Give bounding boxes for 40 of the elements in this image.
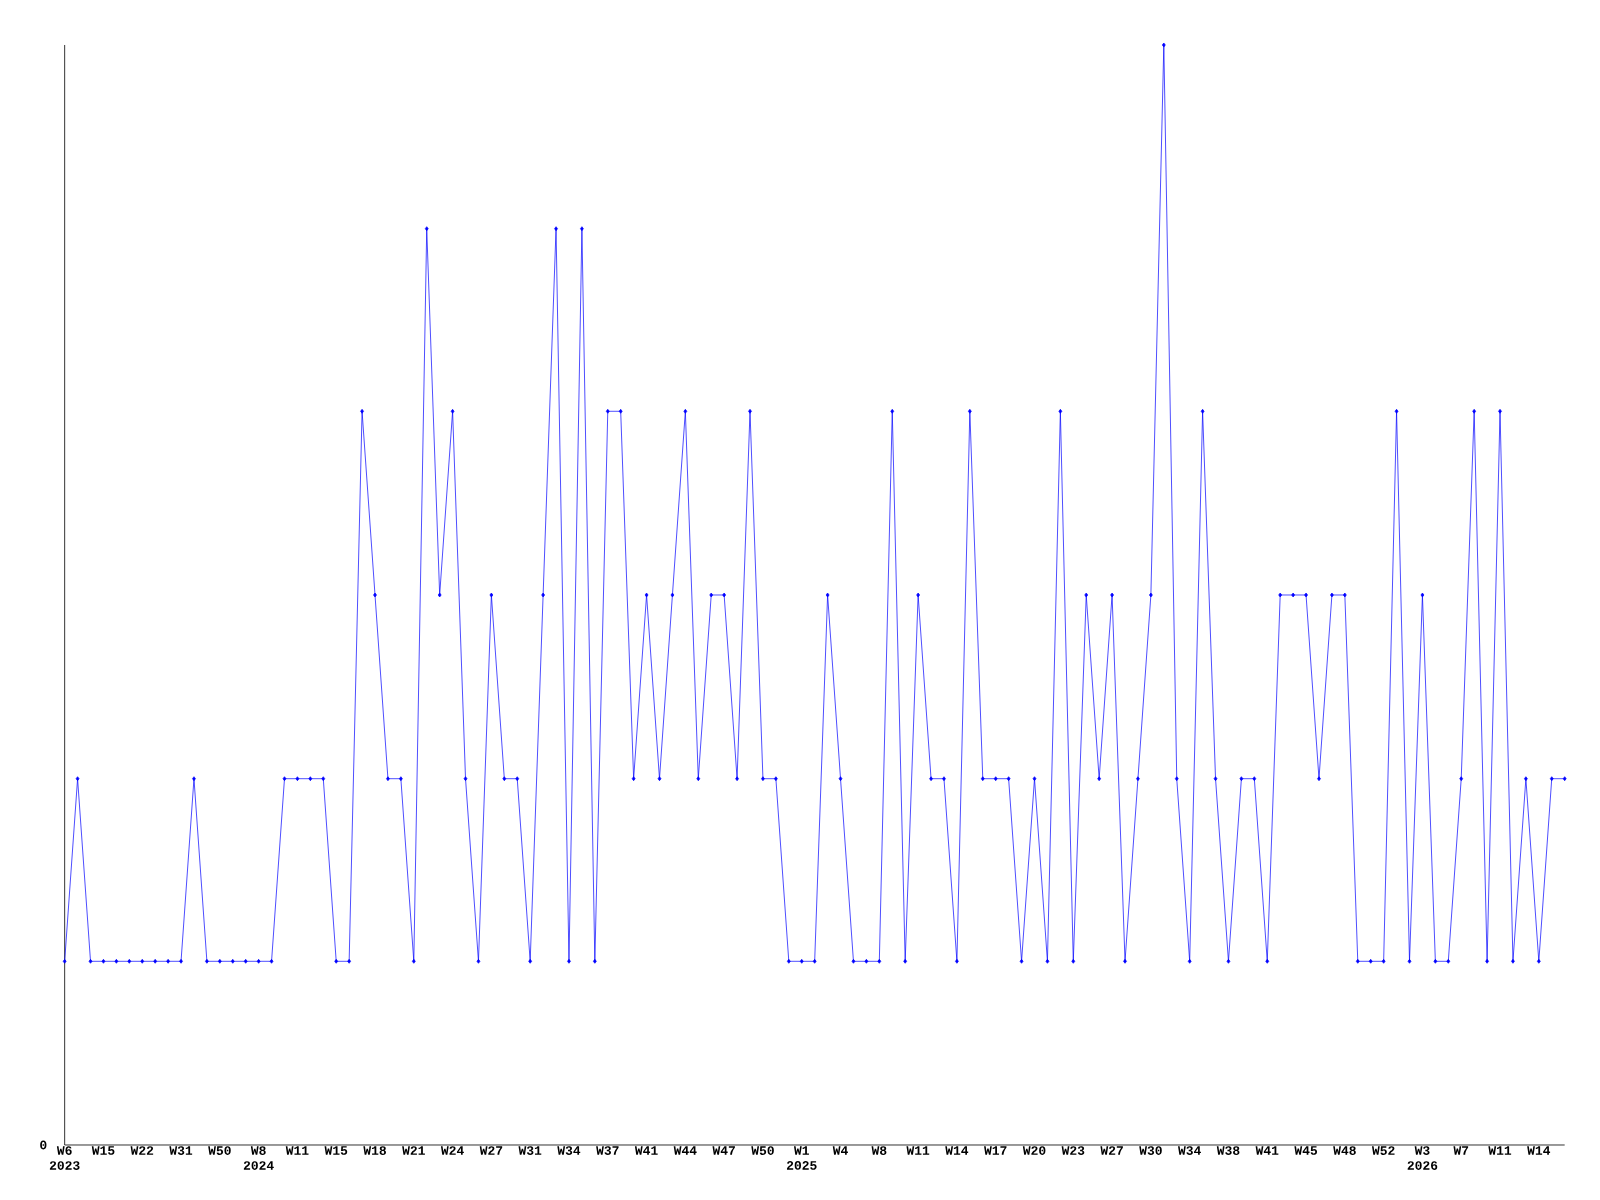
x-tick-label: W24 [440,1146,464,1155]
x-tick-label: W52 [1371,1146,1395,1155]
x-tick-label: W41 [1255,1146,1279,1155]
x-tick-label: W7 [1453,1146,1469,1155]
x-tick-label: W30 [1139,1146,1162,1155]
x-tick-label: W22 [130,1146,154,1155]
x-tick-label: W23 [1061,1146,1085,1155]
x-tick-label: W8 [871,1146,887,1155]
x-tick-label: W37 [596,1146,619,1155]
x-tick-label: W44 [673,1146,697,1155]
x-tick-label: W50 [208,1146,231,1155]
x-tick-label: W48 [1333,1146,1356,1155]
x-tick-label: W31 [169,1146,193,1155]
x-tick-label: W3 2026 [1407,1146,1438,1170]
x-tick-label: W34 [1178,1146,1201,1155]
x-tick-label: W11 [906,1146,930,1155]
x-tick-label: W11 [285,1146,309,1155]
x-tick-label: W4 [832,1146,848,1155]
x-tick-label: W15 [91,1146,115,1155]
x-tick-label: W17 [984,1146,1007,1155]
x-tick-label: W20 [1022,1146,1046,1155]
x-tick-label: W47 [712,1146,735,1155]
x-tick-label: W15 [324,1146,348,1155]
x-tick-label: W6 2023 [49,1146,80,1170]
x-tick-label: W14 [1527,1146,1551,1155]
x-tick-label: W21 [402,1146,425,1155]
x-tick-label: W18 [363,1146,386,1155]
x-tick-label: W45 [1294,1146,1318,1155]
x-tick-label: W27 [479,1146,503,1155]
x-tick-label: W50 [751,1146,774,1155]
x-tick-label: W38 [1216,1146,1240,1155]
x-tick-label: W31 [518,1146,542,1155]
x-tick-label: W27 [1100,1146,1123,1155]
x-tick-label: W8 2024 [243,1146,274,1170]
x-tick-label: W1 2025 [786,1146,817,1170]
x-tick-label: W11 [1488,1146,1512,1155]
x-tick-label: W34 [557,1146,581,1155]
x-tick-label: W14 [945,1146,969,1155]
x-tick-label: W41 [634,1146,658,1155]
text: 0 [40,1140,47,1150]
